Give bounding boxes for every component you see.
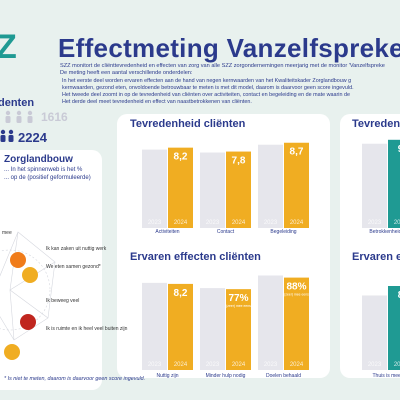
chart-title: Ervaren eff: [352, 251, 400, 263]
category-label: Minder hulp nodig: [206, 373, 246, 379]
bar-year: 2023: [264, 220, 278, 226]
bar: [226, 151, 251, 228]
bar-year: 2024: [394, 362, 400, 368]
bar: [142, 282, 167, 370]
category-label: Begeleiding: [270, 229, 296, 235]
bar-year: 2023: [206, 220, 220, 226]
bar-year: 2024: [232, 220, 246, 226]
value-note: (zeer) mee eens: [226, 304, 251, 308]
item-icons: [4, 252, 38, 360]
chart-title: Tevredenh: [352, 118, 400, 130]
item-label: Ik beweeg veel: [46, 298, 80, 304]
item-label: Ik is ruimte en ik heel veel buiten zijn: [46, 326, 128, 332]
item-label: Ik kan zaken uit nuttig werk: [46, 246, 107, 252]
count-2024: 2224: [18, 130, 47, 145]
people-icons: [5, 110, 33, 123]
footnote: * Is niet te meten, daarom is daarvoor g…: [4, 376, 146, 382]
count-2023: 1616: [41, 110, 68, 124]
category-label: Activiteiten: [155, 229, 179, 235]
value-label: 8: [398, 290, 400, 301]
page-title: Effectmeting Vanzelfspreke: [58, 33, 400, 63]
intro: SZZ monitort de cliënttevredenheid en ef…: [60, 63, 385, 69]
people-icons: [0, 129, 14, 142]
bar-year: 2024: [174, 220, 188, 226]
value-label: 8,7: [290, 147, 304, 158]
category-label: Contact: [217, 229, 235, 235]
bar-year: 2023: [148, 220, 162, 226]
value-label: 9: [398, 144, 400, 155]
bullet: kernwaarden, gezond eten, onvoldoende be…: [62, 85, 354, 91]
bar: [168, 283, 193, 370]
bullet: In het eerste deel worden ervaren effect…: [62, 78, 352, 84]
respondents-label: denten: [0, 97, 35, 109]
bar-year: 2024: [232, 362, 246, 368]
bar: [362, 295, 387, 370]
panel-text: ... op de (positief geformuleerde): [4, 175, 91, 181]
logo: Z: [0, 28, 17, 66]
item-label: We eten samen gezond*: [46, 264, 101, 270]
bar: [284, 277, 309, 370]
value-label: 88%: [286, 282, 306, 293]
value-label: 8,2: [174, 152, 188, 163]
bullet-list: In het eerste deel worden ervaren effect…: [62, 78, 354, 106]
bar: [258, 144, 283, 228]
subintro: De meting heeft een aantal verschillende…: [60, 70, 193, 76]
bar: [142, 149, 167, 228]
bar: [200, 288, 225, 370]
bar: [388, 139, 400, 228]
bar-year: 2023: [368, 220, 382, 226]
bar-year: 2024: [174, 362, 188, 368]
category-label: Doelen behaald: [266, 373, 301, 379]
bar: [168, 147, 193, 228]
bar: [258, 275, 283, 370]
bar-year: 2024: [290, 220, 304, 226]
bar: [226, 289, 251, 370]
category-label: Betrokkenheid b: [369, 229, 400, 235]
chart-title: Ervaren effecten cliënten: [130, 251, 261, 263]
value-label: 8,2: [174, 288, 188, 299]
category-label: Thuis is meer: [372, 373, 400, 379]
bar-year: 2023: [264, 362, 278, 368]
bar-year: 2023: [148, 362, 162, 368]
chart-title: Tevredenheid cliënten: [130, 118, 246, 130]
bar-year: 2024: [290, 362, 304, 368]
bullet: Het derde deel meet tevredenheid en effe…: [62, 99, 252, 105]
bar: [284, 142, 309, 228]
bar: [362, 143, 387, 228]
bullet: Het tweede deel zoomt in op de tevredenh…: [62, 92, 350, 98]
value-note: (zeer) mee eens: [284, 293, 309, 297]
bar-year: 2023: [368, 362, 382, 368]
bar-year: 2023: [206, 362, 220, 368]
bar: [388, 286, 400, 370]
bar: [200, 152, 225, 228]
panel-text: ... In het spinnenweb is het %: [4, 167, 83, 173]
bar-year: 2024: [394, 220, 400, 226]
item-label: mee: [2, 230, 12, 236]
value-label: 77%: [228, 293, 248, 304]
value-label: 7,8: [232, 156, 246, 167]
category-label: Nuttig zijn: [157, 373, 179, 379]
panel-title: Zorglandbouw: [4, 154, 73, 165]
